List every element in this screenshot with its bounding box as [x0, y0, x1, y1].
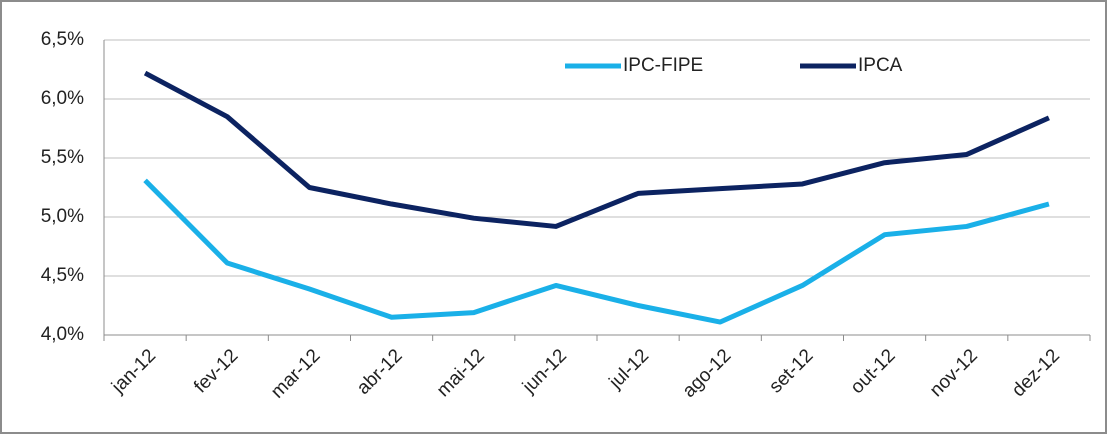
series-line: [143, 178, 1050, 325]
y-tick-label: 6,0%: [41, 88, 84, 109]
series-line: [143, 70, 1050, 229]
y-tick-label: 5,0%: [41, 206, 84, 227]
y-tick-label: 4,0%: [41, 324, 84, 345]
y-tick-label: 6,5%: [41, 29, 84, 50]
y-tick-label: 5,5%: [41, 147, 84, 168]
legend-label: IPCA: [858, 55, 903, 76]
y-tick-label: 4,5%: [41, 265, 84, 286]
legend-label: IPC-FIPE: [623, 55, 703, 76]
